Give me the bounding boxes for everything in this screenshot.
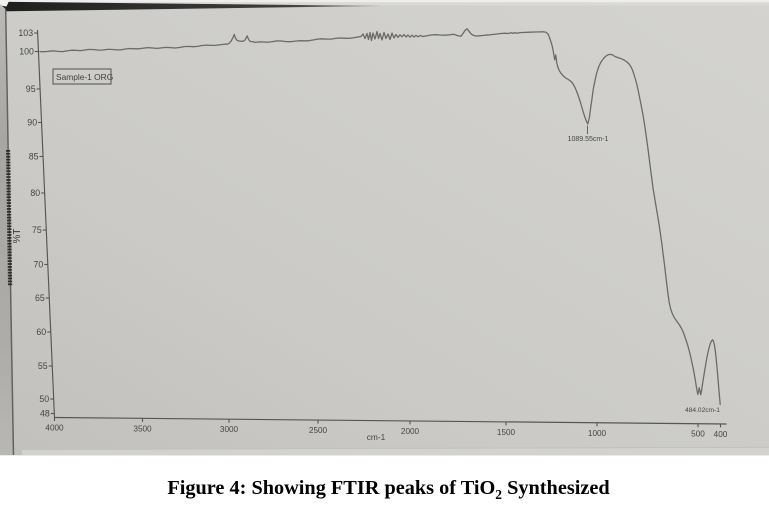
svg-text:2500: 2500	[309, 426, 328, 435]
svg-text:1000: 1000	[588, 429, 607, 438]
svg-text:484.02cm-1: 484.02cm-1	[685, 407, 720, 414]
svg-text:75: 75	[32, 225, 42, 235]
svg-text:500: 500	[691, 430, 705, 439]
svg-text:2000: 2000	[401, 427, 420, 436]
svg-text:60: 60	[36, 327, 46, 337]
svg-text:85: 85	[29, 152, 39, 162]
svg-text:%T: %T	[12, 229, 23, 244]
svg-text:70: 70	[34, 260, 44, 270]
svg-text:Sample-1 ORG: Sample-1 ORG	[56, 72, 113, 82]
svg-text:cm-1: cm-1	[367, 432, 386, 442]
svg-text:48: 48	[40, 409, 50, 419]
svg-text:80: 80	[30, 188, 40, 198]
svg-text:95: 95	[26, 84, 36, 94]
svg-text:4000: 4000	[45, 424, 64, 433]
svg-text:50: 50	[39, 394, 49, 404]
svg-text:3000: 3000	[220, 425, 239, 434]
svg-text:1500: 1500	[497, 428, 516, 437]
svg-text:400: 400	[714, 430, 728, 439]
svg-text:103: 103	[18, 28, 33, 38]
svg-text:3500: 3500	[133, 424, 152, 433]
svg-text:100: 100	[19, 47, 34, 57]
svg-text:55: 55	[38, 361, 48, 371]
svg-text:1089.55cm-1: 1089.55cm-1	[568, 136, 609, 143]
svg-text:90: 90	[27, 118, 37, 128]
svg-text:65: 65	[35, 293, 45, 303]
